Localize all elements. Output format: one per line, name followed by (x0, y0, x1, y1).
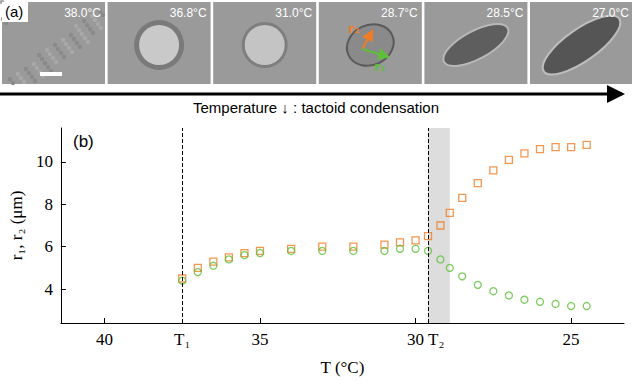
svg-text:40: 40 (96, 330, 113, 349)
svg-text:T (°C): T (°C) (321, 358, 365, 377)
svg-text:28.5°C: 28.5°C (487, 6, 524, 20)
svg-text:T₂: T₂ (428, 330, 444, 349)
svg-text:10: 10 (36, 152, 53, 171)
svg-text:6: 6 (44, 237, 53, 256)
svg-text:4: 4 (44, 280, 53, 299)
svg-text:T₁: T₁ (174, 330, 190, 349)
svg-text:r₂: r₂ (348, 22, 359, 36)
svg-text:31.0°C: 31.0°C (275, 6, 312, 20)
svg-text:r₁, r₂ (μm): r₁, r₂ (μm) (7, 191, 26, 261)
svg-text:r₁: r₁ (374, 60, 385, 74)
svg-text:38.0°C: 38.0°C (64, 6, 101, 20)
svg-text:(b): (b) (73, 132, 94, 151)
svg-text:30: 30 (407, 330, 424, 349)
svg-text:(a): (a) (5, 3, 23, 20)
svg-text:36.8°C: 36.8°C (170, 6, 207, 20)
svg-text:8: 8 (44, 195, 53, 214)
svg-text:27.0°C: 27.0°C (592, 6, 629, 20)
svg-text:28.7°C: 28.7°C (381, 6, 418, 20)
svg-text:35: 35 (252, 330, 269, 349)
svg-text:25: 25 (563, 330, 580, 349)
svg-text:Temperature ↓ : tactoid conden: Temperature ↓ : tactoid condensation (193, 99, 439, 116)
